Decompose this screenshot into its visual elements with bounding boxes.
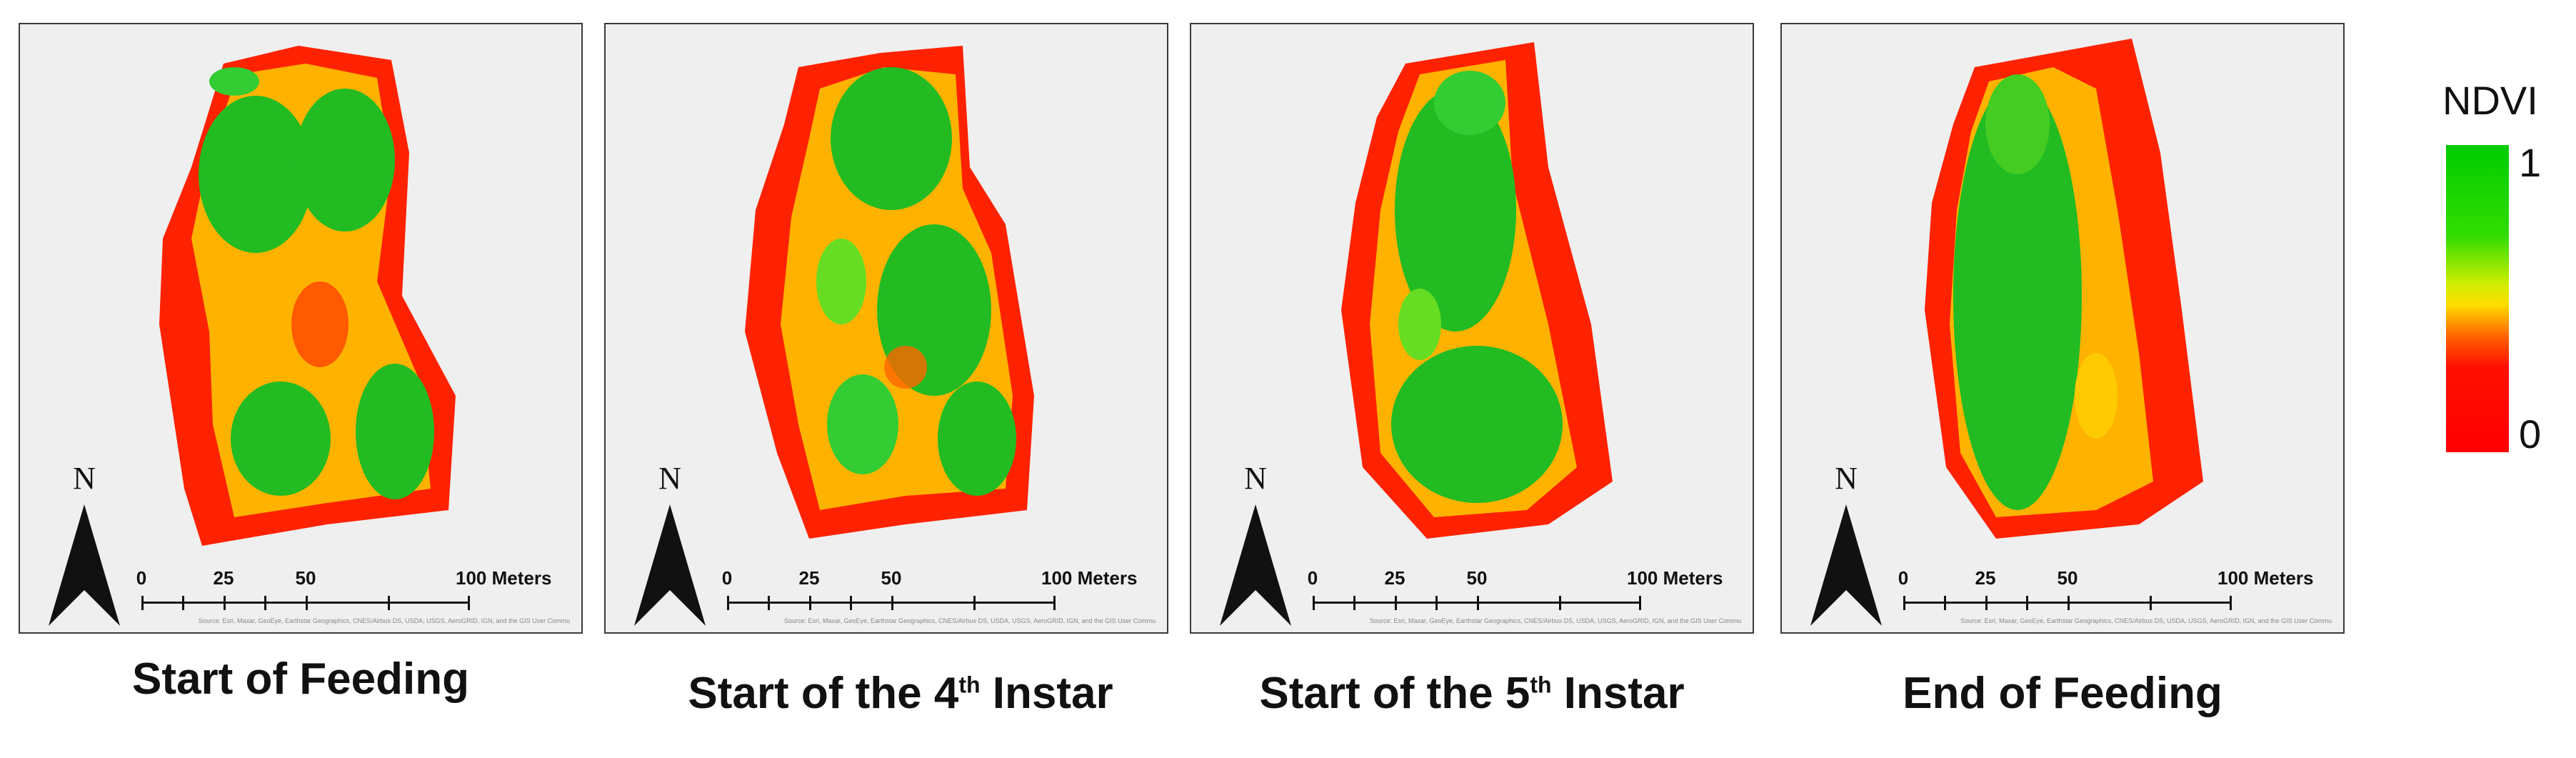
scale-tick-0: 0	[1307, 567, 1318, 589]
caption-text: Start of the 4	[688, 669, 959, 718]
caption-start-of-5th-instar: Start of the 5th Instar	[1190, 668, 1754, 719]
scale-tick-50: 50	[295, 567, 316, 589]
legend-min-label: 0	[2519, 412, 2542, 457]
scale-tick-100: 100 Meters	[2217, 567, 2314, 589]
caption-start-of-4th-instar: Start of the 4th Instar	[604, 668, 1197, 719]
scale-tick-100: 100 Meters	[1041, 567, 1138, 589]
north-label: N	[73, 461, 96, 496]
scale-bar: 0 25 50 100 Meters	[1308, 567, 1723, 617]
north-label: N	[658, 461, 681, 496]
scale-tick-25: 25	[213, 567, 234, 589]
scale-tick-25: 25	[798, 567, 820, 589]
legend-color-ramp	[2446, 145, 2509, 452]
north-arrow-icon	[1220, 504, 1291, 626]
map-panel-start-of-feeding: N 0 25 50 100 Meters Source: Esri, Maxar…	[19, 23, 583, 634]
scale-tick-0: 0	[721, 567, 733, 589]
scale-tick-0: 0	[1898, 567, 1909, 589]
north-arrow-icon	[1810, 504, 1882, 626]
caption-end-of-feeding: End of Feeding	[1780, 668, 2345, 719]
north-arrow: N	[1796, 460, 1896, 632]
north-arrow-icon	[634, 504, 706, 626]
scale-tick-25: 25	[1384, 567, 1405, 589]
north-label: N	[1835, 461, 1858, 496]
scale-tick-25: 25	[1975, 567, 1996, 589]
north-label: N	[1244, 461, 1267, 496]
scale-bar: 0 25 50 100 Meters	[722, 567, 1137, 617]
scale-tick-100: 100 Meters	[456, 567, 552, 589]
scale-bar: 0 25 50 100 Meters	[136, 567, 551, 617]
scale-tick-0: 0	[136, 567, 147, 589]
legend-max-label: 1	[2519, 140, 2542, 185]
legend-title: NDVI	[2442, 78, 2538, 123]
north-arrow: N	[1206, 460, 1305, 632]
map-panel-start-of-5th-instar: N 0 25 50 100 Meters Source: Esri, Maxar…	[1190, 23, 1754, 634]
caption-text: End of Feeding	[1903, 669, 2222, 718]
scale-tick-50: 50	[2057, 567, 2078, 589]
ndvi-raster-start-of-feeding	[159, 46, 456, 546]
caption-text-post: Instar	[980, 669, 1113, 718]
caption-text: Start of the 5	[1259, 669, 1530, 718]
caption-text-post: Instar	[1551, 669, 1685, 718]
ndvi-raster-start-of-4th-instar	[745, 46, 1034, 539]
map-credit: Source: Esri, Maxar, GeoEye, Earthstar G…	[199, 617, 570, 624]
north-arrow: N	[620, 460, 720, 632]
caption-start-of-feeding: Start of Feeding	[19, 654, 583, 704]
caption-sup: th	[958, 672, 981, 698]
scale-bar: 0 25 50 100 Meters	[1898, 567, 2313, 617]
north-arrow: N	[34, 460, 134, 632]
scale-tick-100: 100 Meters	[1627, 567, 1723, 589]
map-panel-start-of-4th-instar: N 0 25 50 100 Meters Source: Esri, Maxar…	[604, 23, 1168, 634]
map-panel-end-of-feeding: N 0 25 50 100 Meters Source: Esri, Maxar…	[1780, 23, 2345, 634]
ndvi-raster-start-of-5th-instar	[1341, 42, 1613, 539]
north-arrow-icon	[49, 504, 120, 626]
map-credit: Source: Esri, Maxar, GeoEye, Earthstar G…	[1370, 617, 1741, 624]
ndvi-raster-end-of-feeding	[1925, 39, 2203, 539]
caption-sup: th	[1530, 672, 1552, 698]
scale-tick-50: 50	[1466, 567, 1488, 589]
scale-tick-50: 50	[881, 567, 902, 589]
map-credit: Source: Esri, Maxar, GeoEye, Earthstar G…	[784, 617, 1156, 624]
caption-text: Start of Feeding	[132, 654, 469, 704]
map-credit: Source: Esri, Maxar, GeoEye, Earthstar G…	[1960, 617, 2332, 624]
